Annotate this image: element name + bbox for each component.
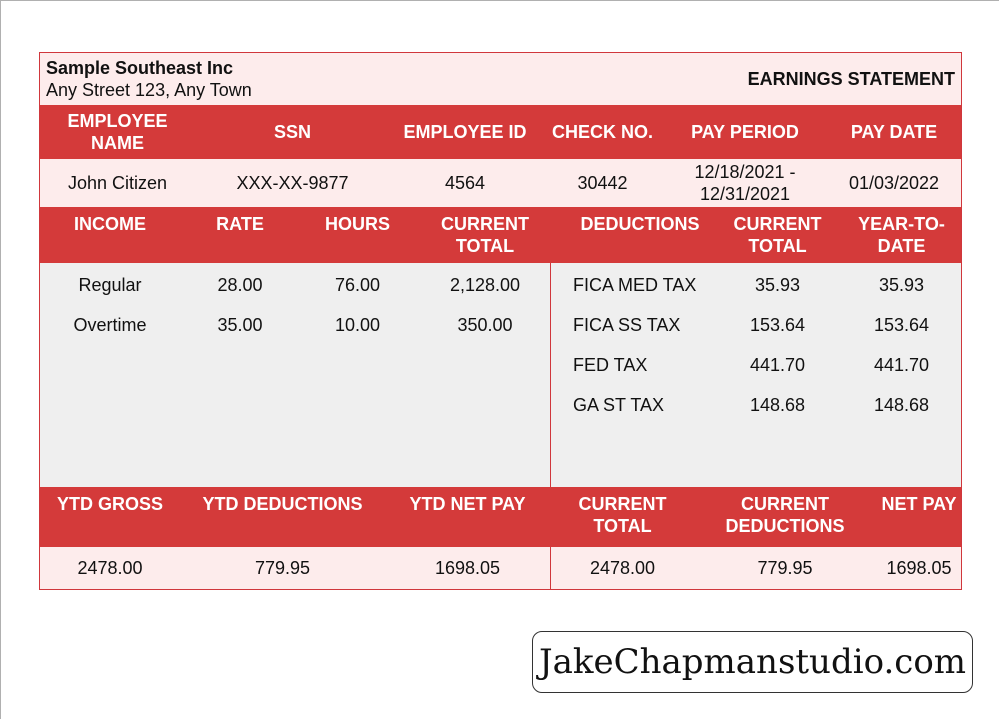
ytd-gross-value: 2478.00 xyxy=(77,558,143,578)
earnings-statement: Sample Southeast Inc Any Street 123, Any… xyxy=(39,52,962,590)
income-rate: 35.00 xyxy=(217,315,263,335)
income-rate: 28.00 xyxy=(217,275,263,295)
deduction-current: 441.70 xyxy=(749,355,806,375)
ytd-net-pay-header: YTD NET PAY xyxy=(409,494,526,514)
current-deductions-value: 779.95 xyxy=(757,558,813,578)
deduction-row: FED TAX 441.70 441.70 xyxy=(40,345,961,385)
summary-header-band: YTD GROSS YTD DEDUCTIONS YTD NET PAY CUR… xyxy=(40,487,961,547)
employee-id-value: 4564 xyxy=(444,173,486,193)
current-total-header: CURRENT TOTAL xyxy=(441,214,529,256)
deduction-row: GA ST TAX 148.68 148.68 xyxy=(40,385,961,425)
summary-current-total-header: CURRENT TOTAL xyxy=(578,494,667,536)
summary-values-band: 2478.00 779.95 1698.05 2478.00 779.95 16… xyxy=(40,547,961,589)
ytd-deductions-header: YTD DEDUCTIONS xyxy=(202,494,363,514)
deduction-current: 153.64 xyxy=(749,315,806,335)
income-current-total: 350.00 xyxy=(457,315,513,335)
ssn-value: XXX-XX-9877 xyxy=(236,173,349,193)
ssn-header: SSN xyxy=(273,122,311,142)
company-address: Any Street 123, Any Town xyxy=(46,80,252,100)
ytd-gross-header: YTD GROSS xyxy=(56,494,163,514)
income-hours: 10.00 xyxy=(334,315,381,335)
deduction-name: FICA MED TAX xyxy=(573,275,697,295)
income-header-band: INCOME RATE HOURS CURRENT TOTAL DEDUCTIO… xyxy=(40,207,961,263)
deduction-current: 148.68 xyxy=(749,395,806,415)
income-row: Overtime 35.00 10.00 350.00 xyxy=(40,305,961,345)
employee-name-header: EMPLOYEE NAME xyxy=(67,111,168,153)
deduction-name: GA ST TAX xyxy=(573,395,665,415)
check-no-header: CHECK NO. xyxy=(551,122,653,142)
income-deductions-body: Regular 28.00 76.00 2,128.00 Overtime 35… xyxy=(40,263,961,487)
ded-current-total-header: CURRENT TOTAL xyxy=(733,214,822,256)
deduction-ytd: 148.68 xyxy=(873,395,930,415)
ytd-deductions-value: 779.95 xyxy=(254,558,311,578)
deduction-ytd: 35.93 xyxy=(878,275,925,295)
year-to-date-header: YEAR-TO-DATE xyxy=(858,214,945,256)
deduction-current: 35.93 xyxy=(754,275,801,295)
company-header: Sample Southeast Inc Any Street 123, Any… xyxy=(40,53,961,105)
pay-date-value: 01/03/2022 xyxy=(848,173,940,193)
deduction-name: FICA SS TAX xyxy=(573,315,681,335)
hours-header: HOURS xyxy=(324,214,390,234)
income-header: INCOME xyxy=(74,214,146,234)
company-name: Sample Southeast Inc xyxy=(46,58,234,78)
deductions-header: DEDUCTIONS xyxy=(580,214,700,234)
current-deductions-header: CURRENT DEDUCTIONS xyxy=(725,494,845,536)
deduction-row: FICA SS TAX 153.64 153.64 xyxy=(40,305,961,345)
income-hours: 76.00 xyxy=(334,275,381,295)
pay-period-value: 12/18/2021 - 12/31/2021 xyxy=(694,162,796,204)
deduction-ytd: 441.70 xyxy=(873,355,930,375)
pay-date-header: PAY DATE xyxy=(850,122,938,142)
deduction-ytd: 153.64 xyxy=(873,315,930,335)
column-divider xyxy=(550,263,551,487)
watermark-label: JakeChapmanstudio.com xyxy=(532,631,973,693)
net-pay-value: 1698.05 xyxy=(886,558,952,578)
income-current-total: 2,128.00 xyxy=(449,275,521,295)
ytd-net-pay-value: 1698.05 xyxy=(434,558,501,578)
deduction-row: FICA MED TAX 35.93 35.93 xyxy=(40,265,961,305)
employee-values-band: John Citizen XXX-XX-9877 4564 30442 12/1… xyxy=(40,159,961,207)
income-type: Regular xyxy=(78,275,142,295)
rate-header: RATE xyxy=(216,214,264,234)
check-no-value: 30442 xyxy=(577,173,628,193)
income-row: Regular 28.00 76.00 2,128.00 xyxy=(40,265,961,305)
employee-name-value: John Citizen xyxy=(67,173,168,193)
deduction-name: FED TAX xyxy=(573,355,648,375)
statement-title: EARNINGS STATEMENT xyxy=(747,69,955,89)
employee-id-header: EMPLOYEE ID xyxy=(403,122,527,142)
income-type: Overtime xyxy=(73,315,147,335)
net-pay-header: NET PAY xyxy=(881,494,957,514)
employee-header-band: EMPLOYEE NAME SSN EMPLOYEE ID CHECK NO. … xyxy=(40,105,961,159)
summary-divider xyxy=(550,547,551,589)
pay-period-header: PAY PERIOD xyxy=(691,122,799,142)
summary-current-total-value: 2478.00 xyxy=(589,558,656,578)
